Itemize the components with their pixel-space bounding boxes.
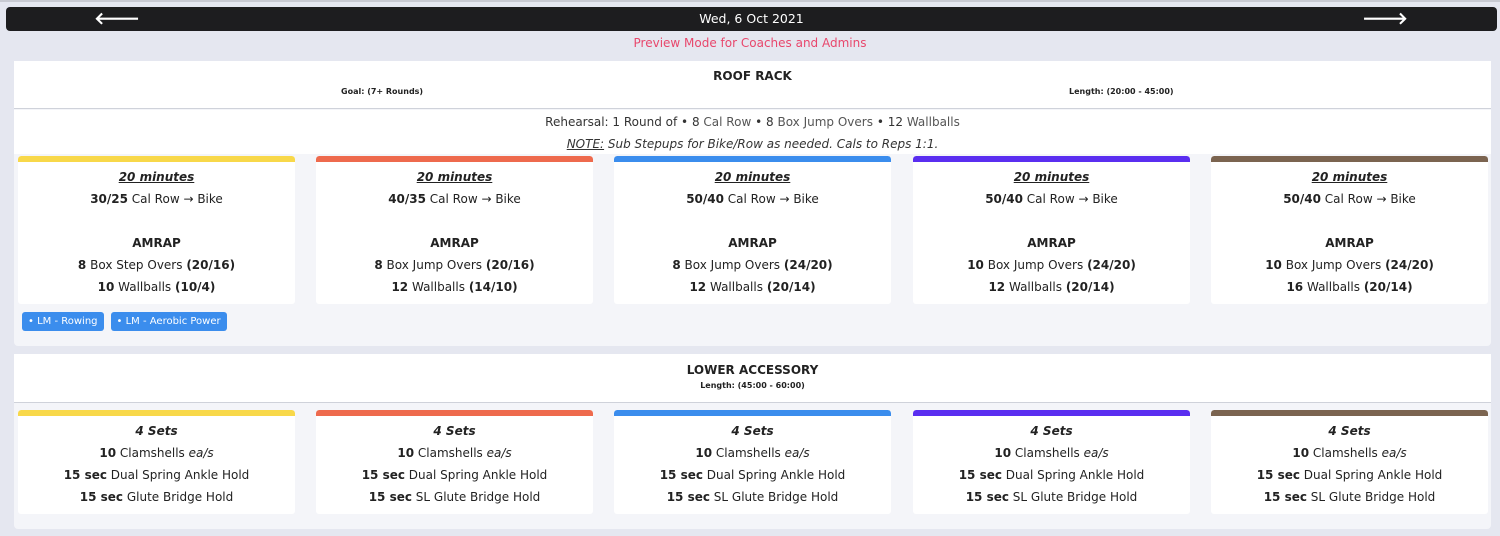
note-label: NOTE: <box>566 137 605 151</box>
movement-line: 12 Wallballs (20/14) <box>689 280 816 294</box>
level-color-bar <box>316 410 593 416</box>
top-divider <box>0 0 1500 2</box>
movement-line: 8 Box Jump Overs (24/20) <box>672 258 833 272</box>
section-length: Length: (20:00 - 45:00) <box>1069 87 1174 96</box>
level-card: 20 minutes 50/40 Cal Row → Bike AMRAP 8 … <box>614 156 891 304</box>
section-header: LOWER ACCESSORY Length: (45:00 - 60:00) <box>14 354 1491 403</box>
tag-list: • LM - Rowing • LM - Aerobic Power <box>22 312 227 331</box>
bullet: • <box>876 115 884 129</box>
current-date: Wed, 6 Oct 2021 <box>699 11 804 26</box>
movement-line: 15 sec SL Glute Bridge Hold <box>368 490 541 504</box>
amrap-label: AMRAP <box>728 236 777 250</box>
movement-line: 15 sec SL Glute Bridge Hold <box>666 490 839 504</box>
level-card: 4 Sets 10 Clamshells ea/s 15 sec Dual Sp… <box>316 410 593 514</box>
movement-line: 12 Wallballs (20/14) <box>988 280 1115 294</box>
level-color-bar <box>18 156 295 162</box>
movement-line: 8 Box Step Overs (20/16) <box>77 258 236 272</box>
movement-line: 10 Clamshells ea/s <box>397 446 512 460</box>
section-goal: Goal: (7+ Rounds) <box>341 87 424 96</box>
rehearsal-reps: 8 <box>691 115 700 129</box>
level-card: 4 Sets 10 Clamshells ea/s 15 sec Dual Sp… <box>614 410 891 514</box>
movement-line: 10 Clamshells ea/s <box>99 446 214 460</box>
arrow-left-icon[interactable]: 🡐 <box>94 9 140 29</box>
level-card: 4 Sets 10 Clamshells ea/s 15 sec Dual Sp… <box>1211 410 1488 514</box>
section-title: LOWER ACCESSORY <box>686 363 819 377</box>
note-line: NOTE: Sub Stepups for Bike/Row as needed… <box>14 137 1491 151</box>
tag-lm-rowing[interactable]: • LM - Rowing <box>22 312 104 331</box>
movement-line: 10 Wallballs (10/4) <box>97 280 216 294</box>
level-color-bar <box>1211 156 1488 162</box>
section-title: ROOF RACK <box>713 69 792 83</box>
level-card: 20 minutes 50/40 Cal Row → Bike AMRAP 10… <box>1211 156 1488 304</box>
movement-line: 10 Clamshells ea/s <box>1292 446 1407 460</box>
section-description <box>14 110 1491 154</box>
movement-line: 16 Wallballs (20/14) <box>1286 280 1413 294</box>
level-card: 20 minutes 40/35 Cal Row → Bike AMRAP 8 … <box>316 156 593 304</box>
bullet: • <box>755 115 763 129</box>
movement-line: 10 Box Jump Overs (24/20) <box>967 258 1136 272</box>
rehearsal-movement: Cal Row <box>703 115 752 129</box>
rehearsal-prefix: Rehearsal: 1 Round of <box>545 115 678 129</box>
tag-lm-aerobic-power[interactable]: • LM - Aerobic Power <box>110 312 227 331</box>
amrap-label: AMRAP <box>1325 236 1374 250</box>
movement-line: 10 Box Jump Overs (24/20) <box>1265 258 1434 272</box>
section-length: Length: (45:00 - 60:00) <box>700 381 805 390</box>
sets-label: 4 Sets <box>731 424 774 438</box>
sets-label: 4 Sets <box>135 424 178 438</box>
movement-line: 15 sec Dual Spring Ankle Hold <box>659 468 846 482</box>
section-header: ROOF RACK Goal: (7+ Rounds) Length: (20:… <box>14 61 1491 109</box>
duration: 20 minutes <box>118 170 195 184</box>
sets-label: 4 Sets <box>433 424 476 438</box>
movement-line: 10 Clamshells ea/s <box>994 446 1109 460</box>
rehearsal-reps: 8 <box>766 115 774 129</box>
movement-line: 15 sec Dual Spring Ankle Hold <box>1256 468 1443 482</box>
level-color-bar <box>1211 410 1488 416</box>
amrap-label: AMRAP <box>1027 236 1076 250</box>
level-color-bar <box>614 156 891 162</box>
sets-label: 4 Sets <box>1030 424 1073 438</box>
level-color-bar <box>913 410 1190 416</box>
movement-line: 15 sec Dual Spring Ankle Hold <box>361 468 548 482</box>
preview-mode-notice: Preview Mode for Coaches and Admins <box>633 36 867 50</box>
movement-line: 15 sec SL Glute Bridge Hold <box>965 490 1138 504</box>
level-card: 4 Sets 10 Clamshells ea/s 15 sec Dual Sp… <box>18 410 295 514</box>
duration: 20 minutes <box>714 170 791 184</box>
movement-line: 30/25 Cal Row → Bike <box>90 192 223 206</box>
sets-label: 4 Sets <box>1328 424 1371 438</box>
movement-line: 10 Clamshells ea/s <box>695 446 810 460</box>
amrap-label: AMRAP <box>132 236 181 250</box>
rehearsal-movement: Wallballs <box>906 115 960 129</box>
level-color-bar <box>316 156 593 162</box>
bullet: • <box>681 115 689 129</box>
level-color-bar <box>913 156 1190 162</box>
movement-line: 40/35 Cal Row → Bike <box>388 192 521 206</box>
amrap-label: AMRAP <box>430 236 479 250</box>
rehearsal-reps: 12 <box>887 115 903 129</box>
duration: 20 minutes <box>1311 170 1388 184</box>
level-card: 20 minutes 30/25 Cal Row → Bike AMRAP 8 … <box>18 156 295 304</box>
rehearsal-movement: Box Jump Overs <box>777 115 873 129</box>
date-navigation-bar: 🡐 Wed, 6 Oct 2021 🡒 <box>6 7 1497 31</box>
movement-line: 8 Box Jump Overs (20/16) <box>374 258 535 272</box>
arrow-right-icon[interactable]: 🡒 <box>1362 9 1408 29</box>
level-card: 20 minutes 50/40 Cal Row → Bike AMRAP 10… <box>913 156 1190 304</box>
workout-section-lower-accessory: LOWER ACCESSORY Length: (45:00 - 60:00) … <box>14 354 1491 529</box>
rehearsal-line: Rehearsal: 1 Round of • 8 Cal Row • 8 Bo… <box>14 115 1491 129</box>
note-text: Sub Stepups for Bike/Row as needed. Cals… <box>607 137 939 151</box>
duration: 20 minutes <box>416 170 493 184</box>
movement-line: 15 sec Glute Bridge Hold <box>79 490 234 504</box>
level-color-bar <box>614 410 891 416</box>
movement-line: 50/40 Cal Row → Bike <box>686 192 819 206</box>
workout-section-roof-rack: ROOF RACK Goal: (7+ Rounds) Length: (20:… <box>14 61 1491 346</box>
movement-line: 15 sec Dual Spring Ankle Hold <box>63 468 250 482</box>
level-card: 4 Sets 10 Clamshells ea/s 15 sec Dual Sp… <box>913 410 1190 514</box>
movement-line: 15 sec Dual Spring Ankle Hold <box>958 468 1145 482</box>
duration: 20 minutes <box>1013 170 1090 184</box>
level-color-bar <box>18 410 295 416</box>
movement-line: 50/40 Cal Row → Bike <box>985 192 1118 206</box>
movement-line: 12 Wallballs (14/10) <box>391 280 518 294</box>
movement-line: 50/40 Cal Row → Bike <box>1283 192 1416 206</box>
movement-line: 15 sec SL Glute Bridge Hold <box>1263 490 1436 504</box>
